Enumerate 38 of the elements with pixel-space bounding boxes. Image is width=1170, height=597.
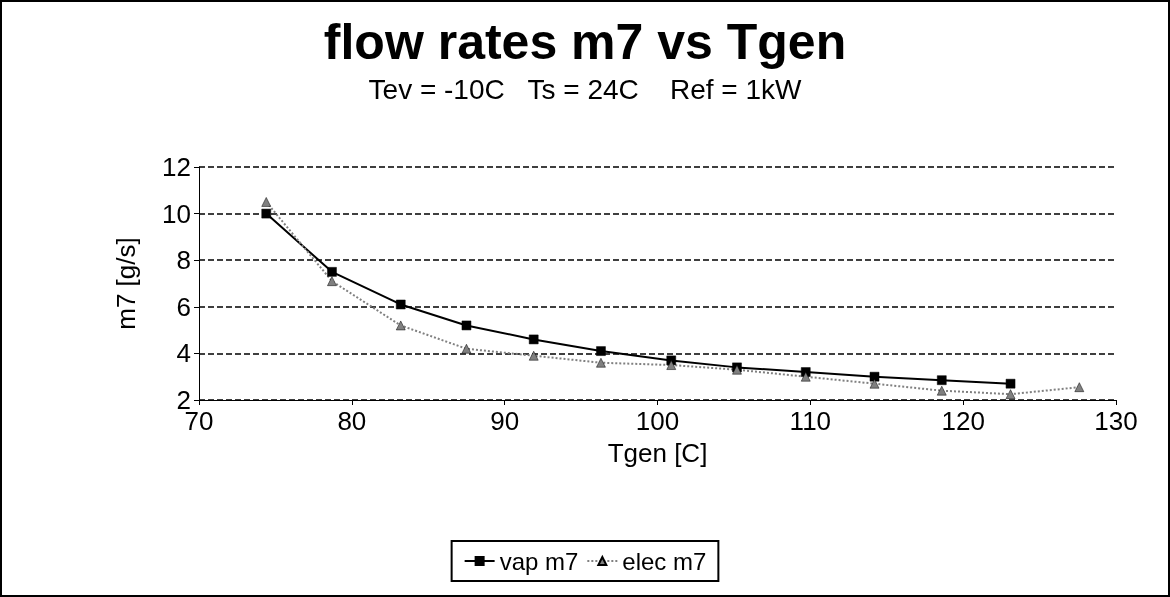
point xyxy=(937,375,947,385)
x-tick-label: 100 xyxy=(635,406,680,436)
chart-title: flow rates m7 vs Tgen xyxy=(323,14,847,70)
y-tick-label: 10 xyxy=(162,198,191,229)
point xyxy=(461,343,472,354)
x-tick-label: 120 xyxy=(941,406,985,436)
x-tick-label: 110 xyxy=(789,406,832,436)
point xyxy=(1074,382,1085,392)
legend-label: vap m7 xyxy=(499,547,579,575)
chart-subtitle: Tev = -10C Ts = 24C Ref = 1kW xyxy=(368,73,803,105)
point xyxy=(1005,389,1016,399)
point xyxy=(801,371,811,382)
x-axis-title: Tgen [C] xyxy=(607,438,708,468)
point xyxy=(528,350,539,361)
point xyxy=(869,371,880,382)
point xyxy=(395,320,406,331)
point xyxy=(596,346,606,356)
y-tick-label: 6 xyxy=(176,291,191,322)
point xyxy=(327,276,337,286)
x-tick-label: 130 xyxy=(1094,406,1138,436)
point xyxy=(327,267,337,277)
y-tick-label: 12 xyxy=(162,152,191,182)
y-tick-label: 8 xyxy=(176,245,191,276)
point xyxy=(666,360,677,370)
point xyxy=(937,385,947,396)
point xyxy=(395,299,406,310)
point xyxy=(596,357,606,368)
point xyxy=(261,208,271,219)
y-tick-label: 4 xyxy=(176,338,191,369)
x-tick-label: 90 xyxy=(490,406,520,436)
point xyxy=(1005,378,1016,389)
point xyxy=(528,334,539,345)
legend-label: elec m7 xyxy=(622,547,707,575)
point xyxy=(461,320,472,331)
y-axis-title: m7 [g/s] xyxy=(111,237,141,330)
point xyxy=(261,197,271,207)
x-tick-label: 80 xyxy=(337,406,367,436)
point xyxy=(869,378,880,389)
